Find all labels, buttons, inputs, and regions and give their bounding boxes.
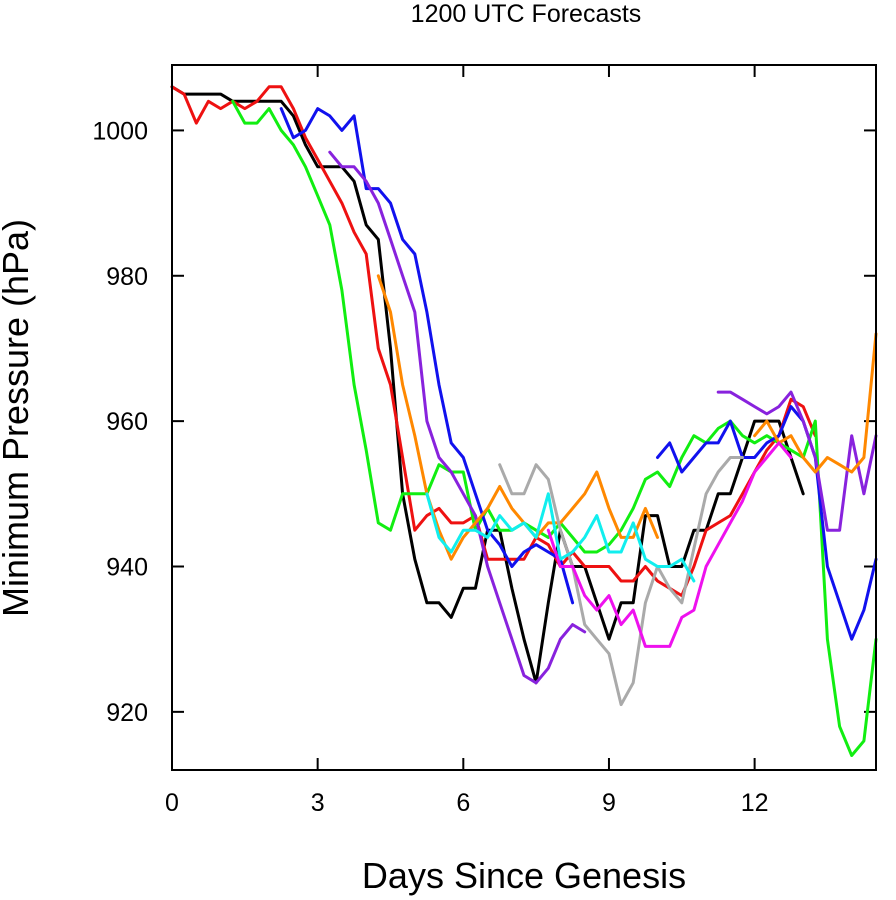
chart-title: 1200 UTC Forecasts <box>411 0 642 28</box>
x-tick-label: 3 <box>311 789 325 817</box>
series-line-5 <box>716 390 878 532</box>
x-axis-label: Days Since Genesis <box>362 855 686 896</box>
chart-series-group <box>170 85 878 757</box>
series-line-1 <box>170 85 805 685</box>
y-tick-label: 1000 <box>92 117 148 145</box>
series-line-4 <box>656 405 878 641</box>
y-tick-label: 940 <box>106 553 148 581</box>
x-tick-label: 12 <box>741 789 769 817</box>
y-tick-label: 920 <box>106 699 148 727</box>
x-tick-label: 0 <box>165 789 179 817</box>
x-tick-label: 6 <box>456 789 470 817</box>
series-line-2 <box>170 85 817 598</box>
series-line-7 <box>498 456 744 707</box>
series-line-6 <box>376 274 659 561</box>
series-line-8 <box>425 492 696 583</box>
chart-axes: 0 3 6 9 12 920 940 960 980 1000 <box>92 65 876 817</box>
series-line-5 <box>328 150 587 685</box>
y-tick-label: 980 <box>106 263 148 291</box>
series-line-6 <box>753 332 878 474</box>
y-axis-label: Minimum Pressure (hPa) <box>0 219 36 617</box>
series-line-4 <box>279 107 575 605</box>
series-line-9 <box>546 441 793 648</box>
y-tick-label: 960 <box>106 408 148 436</box>
plot-frame <box>171 64 877 771</box>
x-tick-label: 9 <box>602 789 616 817</box>
